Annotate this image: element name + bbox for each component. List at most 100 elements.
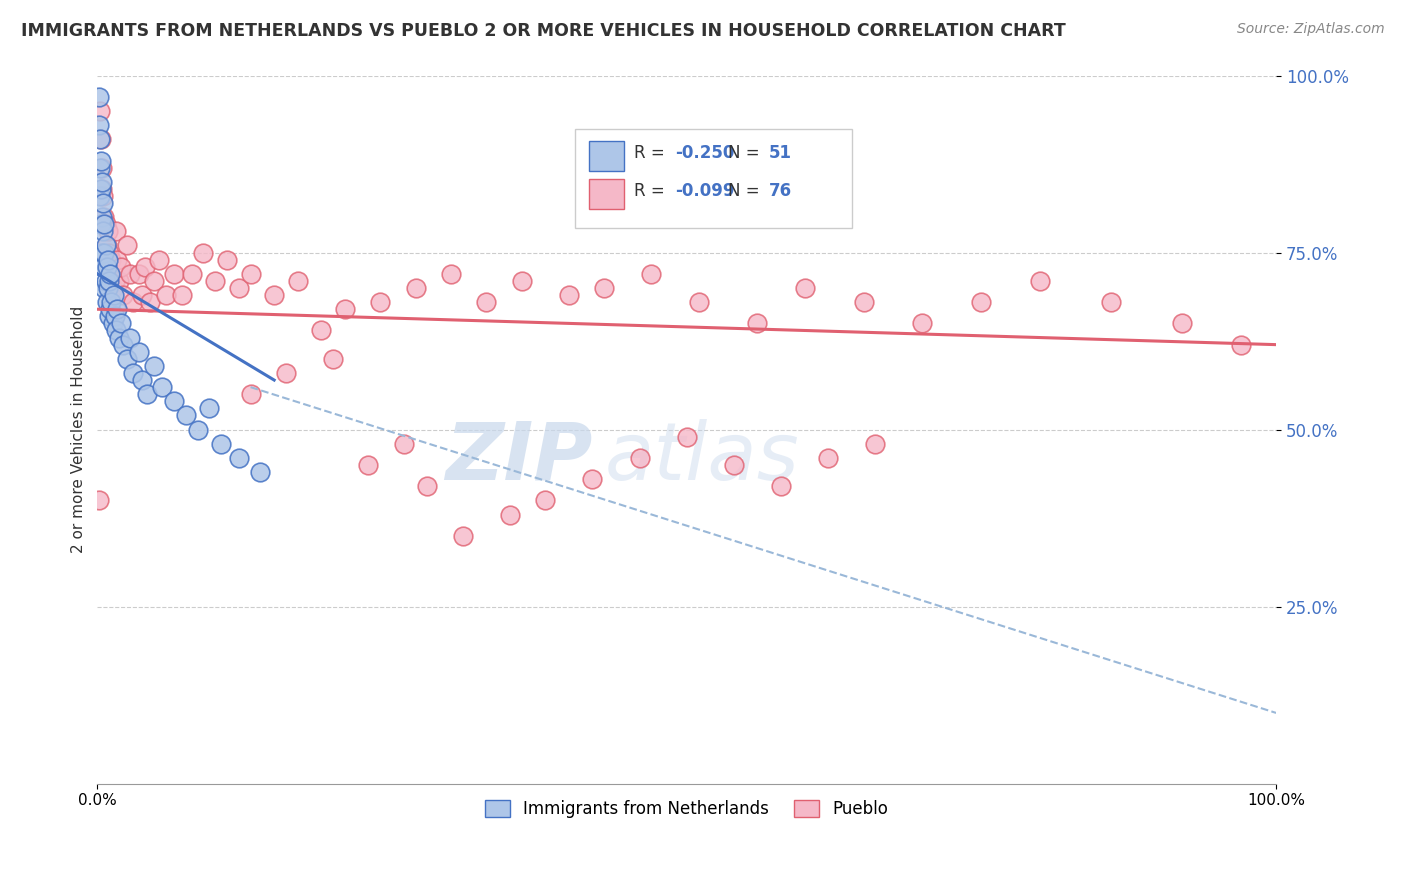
Point (98, 245, 121, 260)
Text: 76: 76 (769, 182, 793, 200)
Point (239, 267, 262, 281)
Text: IMMIGRANTS FROM NETHERLANDS VS PUEBLO 2 OR MORE VEHICLES IN HOUSEHOLD CORRELATIO: IMMIGRANTS FROM NETHERLANDS VS PUEBLO 2 … (21, 22, 1066, 40)
Point (148, 252, 170, 267)
Point (105, 252, 128, 267)
Text: N =: N = (728, 182, 765, 200)
Point (747, 317, 769, 331)
Point (91, 182, 114, 196)
Point (90, 153, 112, 168)
Point (174, 409, 197, 423)
Point (142, 274, 165, 288)
Point (333, 302, 356, 317)
Point (131, 373, 153, 387)
Point (499, 508, 522, 522)
Point (91, 161, 114, 175)
Point (112, 337, 135, 351)
Point (93, 210, 115, 224)
Text: R =: R = (634, 182, 669, 200)
Point (103, 288, 125, 302)
Text: R =: R = (634, 145, 669, 162)
Point (93, 245, 115, 260)
Point (87, 89, 110, 103)
Point (91, 224, 114, 238)
Point (131, 288, 153, 302)
Point (97, 281, 120, 295)
Point (249, 465, 271, 479)
Point (104, 310, 127, 324)
Point (96, 238, 118, 252)
Point (215, 252, 238, 267)
Point (107, 330, 129, 344)
FancyBboxPatch shape (589, 142, 624, 171)
Point (311, 323, 333, 337)
Point (209, 437, 232, 451)
Point (94, 217, 117, 231)
Point (91, 210, 114, 224)
Text: -0.250: -0.250 (675, 145, 734, 162)
Point (228, 281, 250, 295)
Point (911, 317, 934, 331)
Point (1229, 337, 1251, 351)
Point (87, 493, 110, 508)
Point (558, 288, 581, 302)
Point (107, 274, 129, 288)
Point (98, 274, 121, 288)
Point (163, 394, 186, 409)
Point (120, 267, 142, 281)
Point (865, 437, 887, 451)
Point (193, 245, 215, 260)
Point (91, 196, 114, 211)
Point (180, 267, 202, 281)
Point (451, 529, 474, 543)
Point (128, 267, 150, 281)
Point (405, 281, 427, 295)
Point (368, 295, 391, 310)
Point (100, 295, 122, 310)
Point (91, 260, 114, 274)
Point (322, 351, 344, 366)
Point (204, 274, 226, 288)
Point (150, 380, 173, 394)
Point (90, 217, 112, 231)
Point (98, 267, 121, 281)
Point (675, 430, 697, 444)
Point (120, 330, 142, 344)
Text: 51: 51 (769, 145, 792, 162)
FancyBboxPatch shape (589, 179, 624, 209)
Point (98, 310, 121, 324)
Point (96, 295, 118, 310)
Point (93, 217, 115, 231)
Point (115, 351, 138, 366)
Point (593, 281, 616, 295)
FancyBboxPatch shape (575, 128, 852, 227)
Text: -0.099: -0.099 (675, 182, 734, 200)
Point (97, 252, 120, 267)
Point (94, 238, 117, 252)
Point (105, 224, 128, 238)
Point (357, 458, 380, 472)
Text: atlas: atlas (605, 419, 799, 497)
Point (475, 295, 498, 310)
Point (440, 267, 463, 281)
Point (769, 479, 792, 493)
Point (534, 493, 557, 508)
Point (90, 132, 112, 146)
Point (142, 359, 165, 373)
Point (970, 295, 993, 310)
Point (105, 323, 128, 337)
Point (93, 281, 115, 295)
Y-axis label: 2 or more Vehicles in Household: 2 or more Vehicles in Household (72, 306, 86, 553)
Point (97, 224, 120, 238)
Point (581, 472, 603, 486)
Point (628, 450, 651, 465)
Point (263, 288, 285, 302)
Point (723, 458, 745, 472)
Point (134, 260, 156, 274)
Point (121, 366, 143, 380)
Point (87, 118, 110, 132)
Point (100, 252, 122, 267)
Point (1099, 295, 1122, 310)
Point (139, 295, 162, 310)
Point (98, 267, 121, 281)
Point (172, 288, 194, 302)
